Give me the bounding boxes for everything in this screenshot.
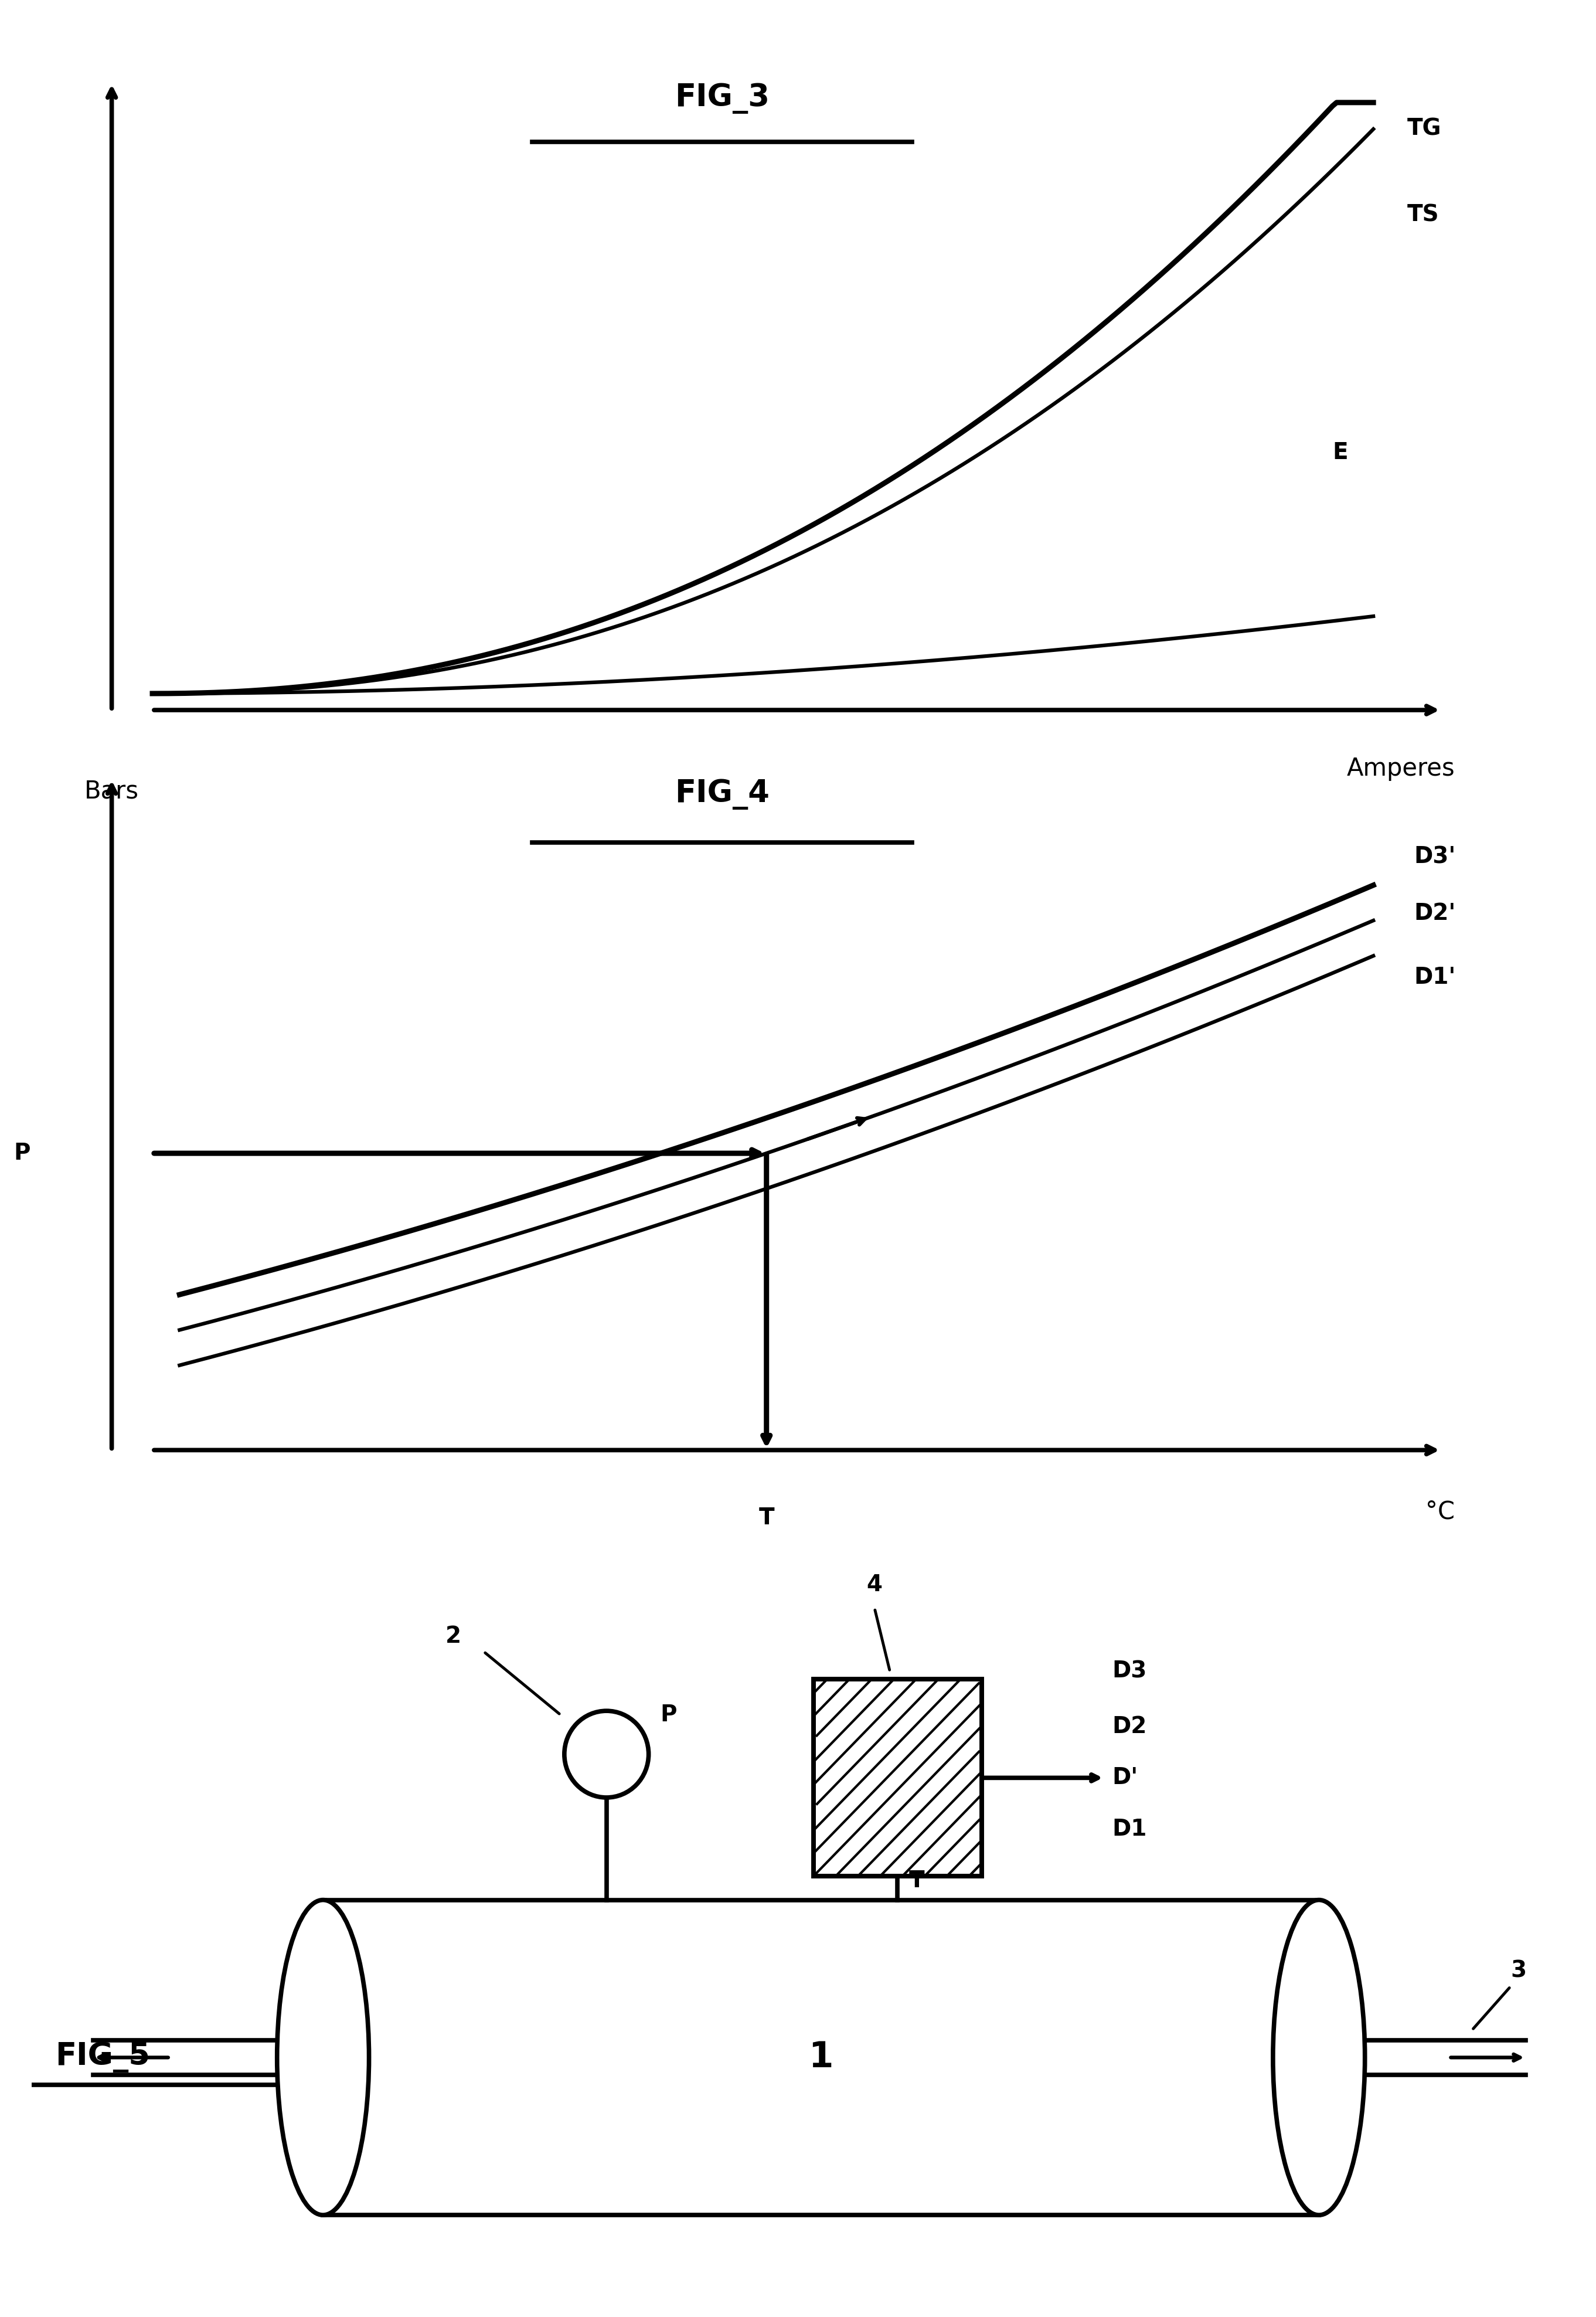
Text: E: E	[1333, 440, 1349, 463]
Ellipse shape	[278, 1900, 369, 2215]
Text: TS: TS	[1408, 204, 1440, 227]
Text: Amperes: Amperes	[1347, 755, 1456, 781]
Text: D3': D3'	[1414, 846, 1456, 869]
Text: D1: D1	[1112, 1819, 1148, 1840]
Text: T: T	[758, 1506, 774, 1529]
Text: P: P	[14, 1142, 30, 1165]
Text: FIG_3: FIG_3	[675, 83, 769, 114]
Text: T: T	[910, 1870, 924, 1893]
Ellipse shape	[1274, 1900, 1365, 2215]
Text: Bars: Bars	[85, 779, 139, 804]
Text: 4: 4	[867, 1573, 883, 1596]
Circle shape	[565, 1710, 648, 1798]
Text: P: P	[661, 1703, 677, 1726]
Text: FIG_4: FIG_4	[675, 779, 769, 809]
Text: TG: TG	[1408, 118, 1441, 139]
Text: 1: 1	[809, 2041, 833, 2074]
Text: D3: D3	[1112, 1661, 1148, 1682]
Bar	[814, 1680, 982, 1877]
Bar	[814, 1680, 982, 1877]
Text: D2: D2	[1112, 1715, 1148, 1738]
Text: FIG_5: FIG_5	[54, 2041, 150, 2071]
Text: 2: 2	[445, 1624, 461, 1647]
Text: D': D'	[1112, 1766, 1138, 1789]
Text: D1': D1'	[1414, 966, 1456, 987]
Text: D2': D2'	[1414, 901, 1456, 924]
Text: 3: 3	[1510, 1960, 1526, 1981]
Text: °C: °C	[1425, 1499, 1456, 1525]
